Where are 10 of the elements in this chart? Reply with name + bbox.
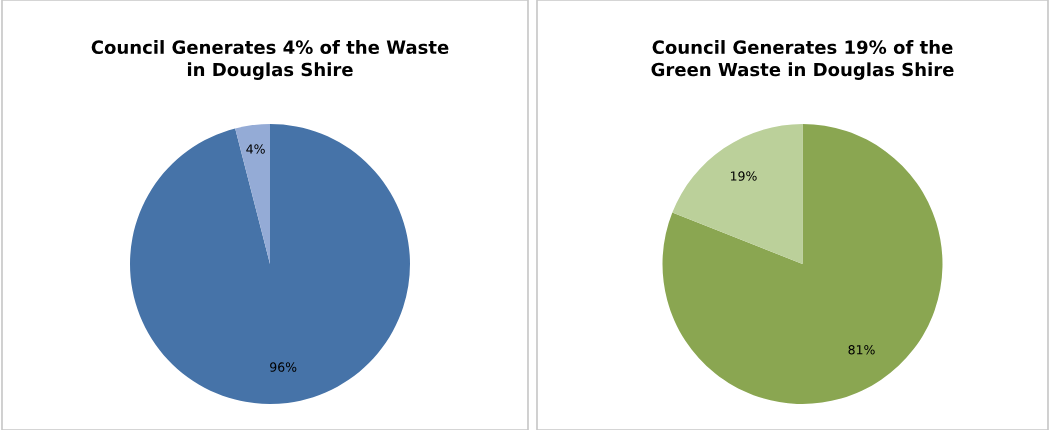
data-label: 96% [270,362,297,372]
pie-slice [662,124,943,404]
data-label: 81% [848,345,875,355]
pie-slice [235,124,270,264]
chart-title: Council Generates 4% of the Waste in Douglas Shire [91,40,449,80]
data-label: 19% [730,171,757,181]
data-label: 4% [246,144,265,154]
chart-title: Council Generates 19% of the Green Waste in Douglas Shire [651,40,954,80]
pie-slice [130,124,410,404]
pie-slice [672,124,803,264]
